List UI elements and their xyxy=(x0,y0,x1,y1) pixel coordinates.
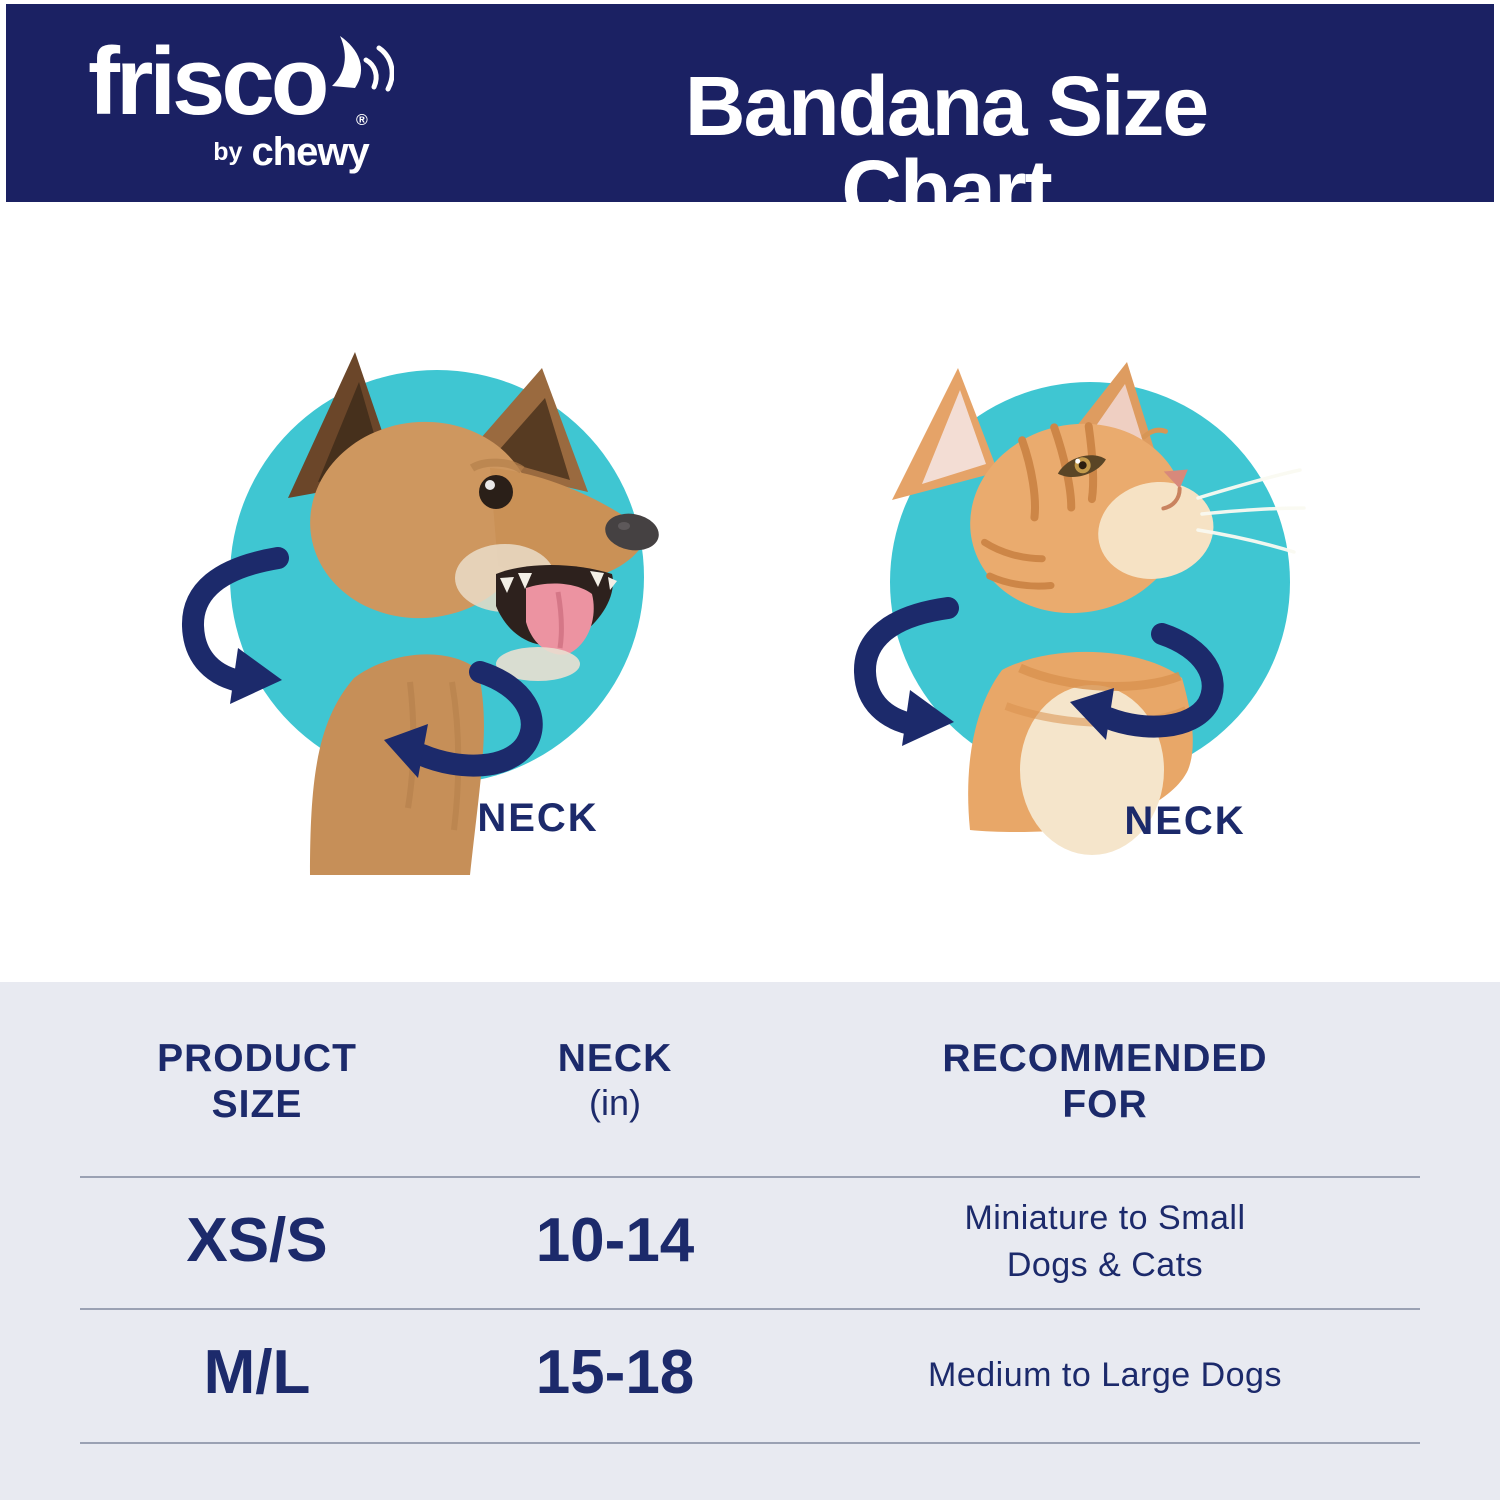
cat-nose xyxy=(1163,469,1188,489)
frisco-logo-wordmark: frisco xyxy=(88,28,329,135)
neck-arrowhead-right xyxy=(1070,688,1114,740)
neck-measure-arrows xyxy=(182,547,543,777)
neck-arrowhead-right xyxy=(384,724,428,778)
table-divider xyxy=(80,1176,1420,1178)
row-ml-neck: 15-18 xyxy=(535,1338,695,1407)
dog-photo-illustration xyxy=(182,352,659,875)
row-xss-neck: 10-14 xyxy=(535,1206,695,1275)
table-divider xyxy=(80,1308,1420,1310)
neck-arrowhead-left xyxy=(230,648,282,704)
size-chart-table: PRODUCT SIZE NECK (in) RECOMMENDED FOR X… xyxy=(0,982,1500,1500)
column-header-neck-in: NECK (in) xyxy=(557,1037,673,1124)
neck-arrow-right xyxy=(1097,623,1224,738)
row-ml-recommended: Medium to Large Dogs xyxy=(928,1356,1282,1394)
header-banner: frisco ® by chewy Bandana Size Chart xyxy=(6,4,1494,232)
neck-arrowhead-left xyxy=(902,690,954,746)
dog-chest xyxy=(310,654,484,875)
neck-arrow-left xyxy=(182,547,289,693)
neck-arrow-left xyxy=(854,597,959,736)
cat-head xyxy=(970,422,1214,614)
row-xss-recommended: Miniature to Small Dogs & Cats xyxy=(964,1199,1246,1284)
column-header-recommended-for: RECOMMENDED FOR xyxy=(942,1037,1268,1127)
dog-nose xyxy=(605,513,659,551)
byline-by: by xyxy=(213,137,243,166)
byline-chewy: chewy xyxy=(251,129,369,174)
frisco-logo: frisco ® by chewy xyxy=(88,26,398,186)
neck-measure-arrows xyxy=(854,597,1224,738)
page-title: Bandana Size Chart xyxy=(684,59,1209,237)
neck-arrow-right xyxy=(411,661,543,777)
dog-teeth xyxy=(500,571,617,593)
dog-neck-label: NECK xyxy=(477,796,599,840)
cat-neck-label: NECK xyxy=(1124,799,1246,843)
table-divider xyxy=(80,1442,1420,1444)
row-ml-size: M/L xyxy=(203,1338,311,1407)
dog-eye xyxy=(479,475,513,509)
byline: by chewy xyxy=(196,128,386,176)
cat-photo-illustration xyxy=(854,362,1306,855)
row-xss-size: XS/S xyxy=(186,1206,328,1275)
cat-whiskers xyxy=(1196,468,1306,554)
registered-trademark: ® xyxy=(356,112,368,129)
column-header-product-size: PRODUCT SIZE xyxy=(157,1037,357,1127)
logo-tail-swoosh-icon xyxy=(332,36,394,92)
